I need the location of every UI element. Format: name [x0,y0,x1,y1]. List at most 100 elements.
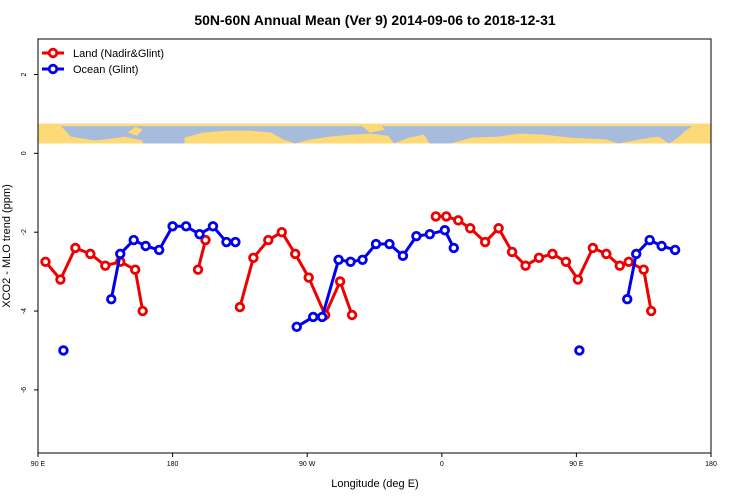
map-strip [38,123,711,144]
map-land-shape [669,123,711,144]
data-point [100,260,111,271]
series-line [625,238,676,300]
data-point [230,236,241,248]
data-point [153,244,165,256]
map-land-shape [295,133,394,144]
x-tick-label: 0 [440,461,444,468]
data-point [572,274,584,285]
data-point [638,264,649,275]
map-land-shape [393,134,430,144]
data-point [276,226,287,238]
data-point [645,305,657,317]
map-land-fringe [38,123,711,127]
data-point [40,256,51,267]
data-point [316,311,328,323]
data-point [520,260,531,271]
data-point [130,264,141,275]
data-point [248,252,259,264]
x-tick-label: 90 E [31,461,46,468]
data-point [346,309,358,321]
legend-label: Land (Nadir&Glint) [73,48,164,60]
data-point [70,242,81,254]
data-point [560,256,572,267]
y-tick-label: -2 [21,229,28,235]
data-point [574,345,585,356]
legend-marker [47,63,59,75]
chart-title: 50N-60N Annual Mean (Ver 9) 2014-09-06 t… [194,12,556,28]
data-point [303,272,314,283]
data-point [137,305,148,317]
x-tick-label: 180 [167,461,179,468]
data-point [207,221,219,232]
data-point [334,276,346,287]
map-land-shapes [38,123,711,144]
data-point [357,254,368,265]
series-land [40,211,657,321]
data-point [370,238,382,250]
data-point [465,223,476,234]
data-point [411,230,422,242]
data-point [506,246,518,258]
y-tick-label: 0 [21,151,28,155]
data-point [291,321,302,333]
data-point [669,244,681,256]
data-point [194,228,205,240]
x-tick-label: 90 W [299,461,316,468]
data-point [167,221,178,232]
y-axis-ticks: -6 -4 -2 0 2 [21,72,38,393]
data-point [180,221,192,232]
y-tick-label: -4 [21,308,28,314]
y-tick-label: -6 [21,387,28,393]
data-point [55,274,66,285]
data-point [307,311,319,323]
data-point [441,211,452,222]
plot-frame [37,38,712,454]
data-point [493,223,504,234]
x-tick-label: 90 E [569,461,584,468]
data-point [623,256,634,267]
map-land-shape [127,126,143,136]
legend: Land (Nadir&Glint) Ocean (Glint) [42,47,164,76]
data-point [290,248,301,260]
data-point [234,301,246,313]
data-point [547,248,558,260]
data-point [85,248,96,260]
data-point [601,248,612,260]
x-axis-ticks: 90 E 180 90 W 0 90 E 180 [31,453,717,468]
data-point [263,234,274,246]
data-point [345,256,356,267]
legend-marker [47,47,59,59]
map-land-shape [618,136,670,144]
data-point [106,294,117,305]
data-point [479,236,491,248]
series-layer [40,211,681,356]
data-point [439,225,450,236]
data-point [533,252,545,264]
map-land-shape [450,133,619,144]
data-point [448,242,459,254]
x-tick-label: 180 [705,461,717,468]
data-point [397,250,409,262]
y-tick-label: 2 [21,72,28,76]
data-point [656,240,667,252]
data-point [424,228,436,240]
data-point [384,238,395,250]
data-point [128,234,139,246]
data-point [644,234,655,246]
data-point [453,215,464,226]
map-land-shape [184,130,296,144]
data-point [115,248,126,260]
x-axis-label: Longitude (deg E) [331,478,418,490]
data-point [192,264,204,275]
legend-label: Ocean (Glint) [73,64,138,76]
data-point [58,345,69,356]
map-land-shape [38,123,143,144]
y-axis-label: XCO2 - MLO trend (ppm) [1,184,13,307]
data-point [430,211,442,222]
data-point [140,240,151,252]
data-point [631,248,642,260]
data-point [221,236,232,248]
data-point [622,294,633,305]
data-point [200,234,211,246]
